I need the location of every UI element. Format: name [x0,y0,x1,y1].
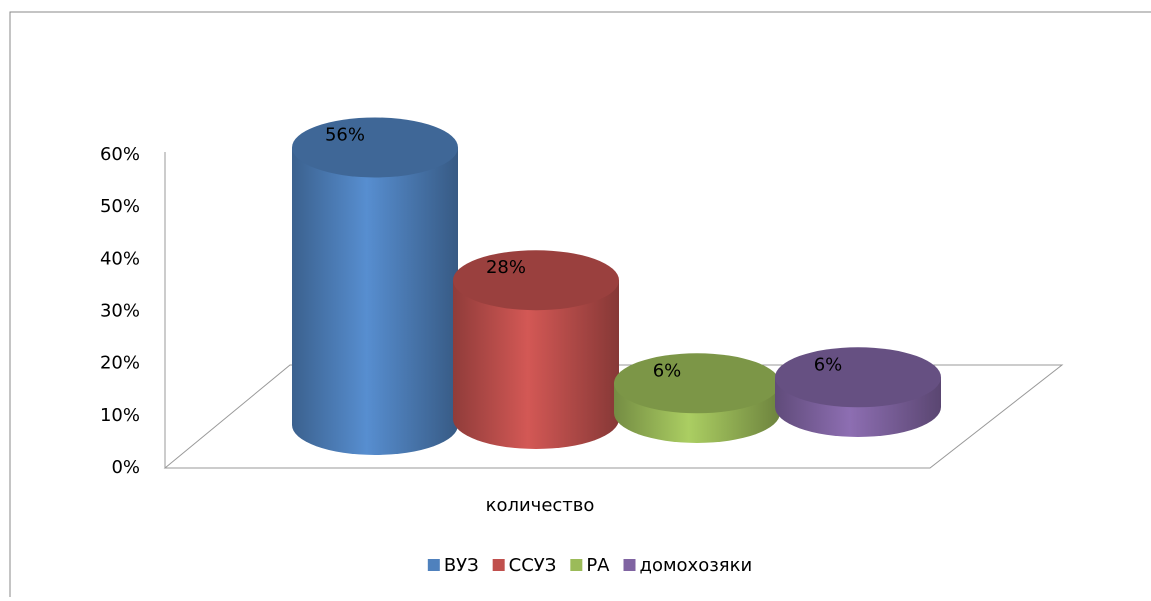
y-tick-label: 30% [100,301,140,322]
data-label: 56% [325,124,365,145]
legend-swatch [492,559,505,571]
legend-label: ВУЗ [444,555,479,576]
y-tick-label: 20% [100,353,140,374]
cylinder [453,250,619,449]
legend-label: ССУЗ [509,555,557,576]
y-tick-label: 40% [100,248,140,269]
category-label: количество [486,495,595,516]
legend-label: домохозяки [640,555,753,576]
data-label: 6% [653,360,682,381]
cylinder-top [775,347,941,408]
y-tick-label: 10% [100,405,140,426]
floor [163,364,1064,469]
cylinder [614,353,780,443]
cylinder-top [614,353,780,414]
y-tick-label: 50% [100,196,140,217]
data-label: 6% [814,354,843,375]
legend-swatch [427,559,440,571]
cylinder-top [292,117,458,178]
y-tick-label: 60% [100,144,140,165]
cylinder-body [292,147,458,455]
cylinder [292,117,458,455]
legend-swatch [623,559,636,571]
cylinder-top [453,250,619,311]
cylinder [775,347,941,437]
y-tick-label: 0% [111,457,140,478]
data-label: 28% [486,257,526,278]
legend-swatch [570,559,583,571]
cylinder-body [453,280,619,449]
legend-label: РА [586,555,610,576]
